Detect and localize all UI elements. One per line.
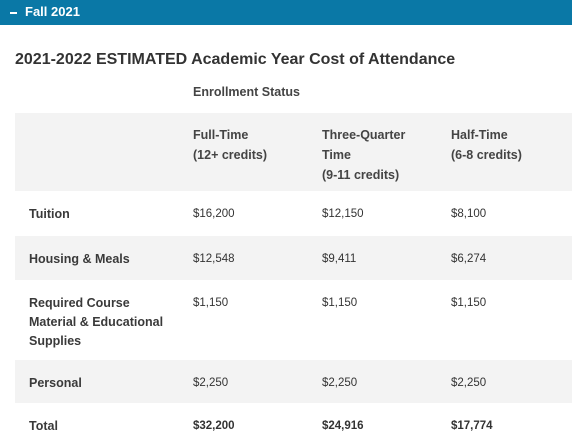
cost-cell: $24,916 bbox=[322, 420, 364, 432]
cost-cell: $2,250 bbox=[193, 377, 229, 389]
accordion-header[interactable]: Fall 2021 bbox=[0, 0, 572, 25]
header-row: Full-Time (12+ credits) Three-Quarter Time… bbox=[15, 113, 572, 191]
row-label: Personal bbox=[29, 376, 82, 390]
cost-cell: $2,250 bbox=[322, 377, 358, 389]
cost-table: Full-Time (12+ credits) Three-Quarter Time… bbox=[15, 113, 572, 445]
cost-cell: $12,548 bbox=[193, 253, 235, 265]
row-label: Tuition bbox=[29, 207, 70, 221]
subheading: Enrollment Status bbox=[193, 85, 300, 99]
cost-cell: $1,150 bbox=[322, 297, 358, 309]
column-name: Full-Time bbox=[193, 128, 249, 142]
cost-cell: $12,150 bbox=[322, 208, 364, 220]
header-cell bbox=[15, 113, 193, 191]
table-row: Housing & Meals $12,548 $9,411 $6,274 bbox=[15, 236, 572, 280]
cost-cell: $1,150 bbox=[193, 297, 229, 309]
collapse-icon[interactable] bbox=[10, 12, 17, 14]
column-credits: (6-8 credits) bbox=[451, 148, 522, 162]
row-label: Housing & Meals bbox=[29, 252, 130, 266]
table-body: Full-Time (12+ credits) Three-Quarter Time… bbox=[15, 113, 572, 445]
header-cell: Half-Time (6-8 credits) bbox=[451, 113, 572, 191]
row-label: Required Course Material & Educational S… bbox=[29, 296, 164, 348]
column-name: Three-Quarter Time bbox=[322, 128, 406, 162]
cost-cell: $8,100 bbox=[451, 208, 487, 220]
cost-cell: $16,200 bbox=[193, 208, 235, 220]
cost-cell: $6,274 bbox=[451, 253, 487, 265]
header-cell: Three-Quarter Time (9-11 credits) bbox=[322, 113, 451, 191]
column-name: Half-Time bbox=[451, 128, 508, 142]
row-label: Total bbox=[29, 419, 58, 433]
table-row: Personal $2,250 $2,250 $2,250 bbox=[15, 360, 572, 403]
table-title: 2021-2022 ESTIMATED Academic Year Cost o… bbox=[15, 51, 456, 68]
cost-cell: $2,250 bbox=[451, 377, 487, 389]
cost-cell: $9,411 bbox=[322, 253, 357, 265]
cost-cell: $32,200 bbox=[193, 420, 235, 432]
table-row: Total $32,200 $24,916 $17,774 bbox=[15, 403, 572, 445]
table-row: Required Course Material & Educational S… bbox=[15, 280, 572, 360]
cost-cell: $17,774 bbox=[451, 420, 493, 432]
column-credits: (12+ credits) bbox=[193, 148, 267, 162]
header-cell: Full-Time (12+ credits) bbox=[193, 113, 322, 191]
column-credits: (9-11 credits) bbox=[322, 168, 400, 182]
accordion-label[interactable]: Fall 2021 bbox=[25, 4, 80, 19]
table-row: Tuition $16,200 $12,150 $8,100 bbox=[15, 191, 572, 236]
cost-cell: $1,150 bbox=[451, 297, 487, 309]
